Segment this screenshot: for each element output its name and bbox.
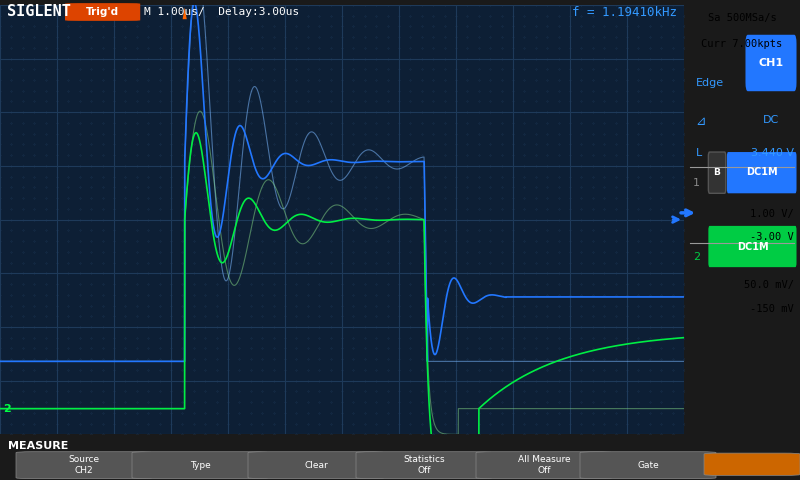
Text: 2: 2	[694, 252, 701, 262]
Text: 2: 2	[3, 404, 11, 414]
Text: L: L	[696, 148, 702, 158]
FancyBboxPatch shape	[580, 452, 716, 479]
Text: Type: Type	[190, 461, 210, 469]
Text: CH1: CH1	[758, 58, 783, 68]
Text: SIGLENT: SIGLENT	[7, 4, 70, 20]
Text: 1: 1	[694, 178, 700, 188]
Text: MEASURE: MEASURE	[8, 441, 68, 451]
Text: ⊿: ⊿	[696, 115, 706, 128]
Text: DC: DC	[763, 115, 779, 125]
Text: M 1.00us/  Delay:3.00us: M 1.00us/ Delay:3.00us	[144, 7, 299, 17]
Text: 3.440 V: 3.440 V	[751, 148, 794, 158]
FancyBboxPatch shape	[356, 452, 492, 479]
FancyBboxPatch shape	[132, 452, 268, 479]
Text: 50.0 mV/: 50.0 mV/	[744, 280, 794, 290]
FancyBboxPatch shape	[248, 452, 384, 479]
FancyBboxPatch shape	[476, 452, 612, 479]
Text: f = 1.19410kHz: f = 1.19410kHz	[572, 5, 677, 19]
Text: Sa 500MSa/s: Sa 500MSa/s	[708, 13, 776, 23]
Text: B: B	[714, 168, 721, 177]
Text: Source
CH2: Source CH2	[69, 456, 99, 475]
Text: Trig'd: Trig'd	[86, 7, 119, 17]
Text: DC1M: DC1M	[737, 242, 768, 252]
Text: All Measure
Off: All Measure Off	[518, 456, 570, 475]
Text: 1.00 V/: 1.00 V/	[750, 208, 794, 218]
Text: Curr 7.00kpts: Curr 7.00kpts	[702, 39, 782, 49]
FancyBboxPatch shape	[727, 152, 797, 193]
Text: Statistics
Off: Statistics Off	[403, 456, 445, 475]
Text: Gate: Gate	[637, 461, 659, 469]
FancyBboxPatch shape	[65, 3, 140, 21]
FancyBboxPatch shape	[708, 226, 797, 267]
FancyBboxPatch shape	[746, 35, 797, 91]
Text: -150 mV: -150 mV	[750, 304, 794, 314]
Text: Clear: Clear	[304, 461, 328, 469]
Text: -3.00 V: -3.00 V	[750, 232, 794, 242]
FancyBboxPatch shape	[708, 152, 726, 193]
Text: DC1M: DC1M	[746, 168, 778, 178]
FancyBboxPatch shape	[704, 453, 800, 475]
Text: Edge: Edge	[696, 78, 724, 88]
FancyBboxPatch shape	[16, 452, 152, 479]
